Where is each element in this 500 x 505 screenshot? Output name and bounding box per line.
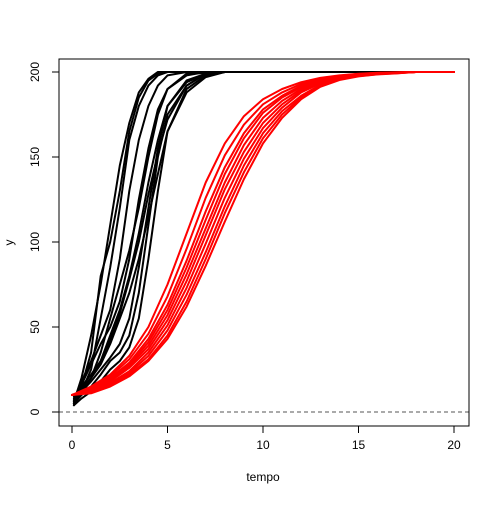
x-tick-label: 10 bbox=[256, 438, 270, 452]
x-tick-label: 0 bbox=[69, 438, 76, 452]
x-tick-label: 15 bbox=[352, 438, 366, 452]
x-axis: 0 5 10 15 20 bbox=[69, 425, 461, 452]
x-axis-label: tempo bbox=[246, 470, 280, 484]
curves-layer bbox=[71, 71, 455, 407]
x-tick-label: 5 bbox=[164, 438, 171, 452]
red-curve-10 bbox=[71, 71, 455, 396]
y-tick-label: 0 bbox=[28, 408, 42, 415]
black-curve-4 bbox=[72, 71, 455, 402]
y-axis: 0 50 100 150 200 bbox=[28, 62, 60, 415]
y-tick-label: 150 bbox=[28, 147, 42, 167]
black-curve-10 bbox=[72, 71, 455, 403]
y-tick-label: 100 bbox=[28, 232, 42, 252]
y-tick-label: 200 bbox=[28, 62, 42, 82]
y-tick-label: 50 bbox=[28, 320, 42, 334]
black-curve-12 bbox=[72, 71, 455, 402]
x-tick-label: 20 bbox=[447, 438, 461, 452]
y-axis-label: y bbox=[2, 240, 16, 246]
